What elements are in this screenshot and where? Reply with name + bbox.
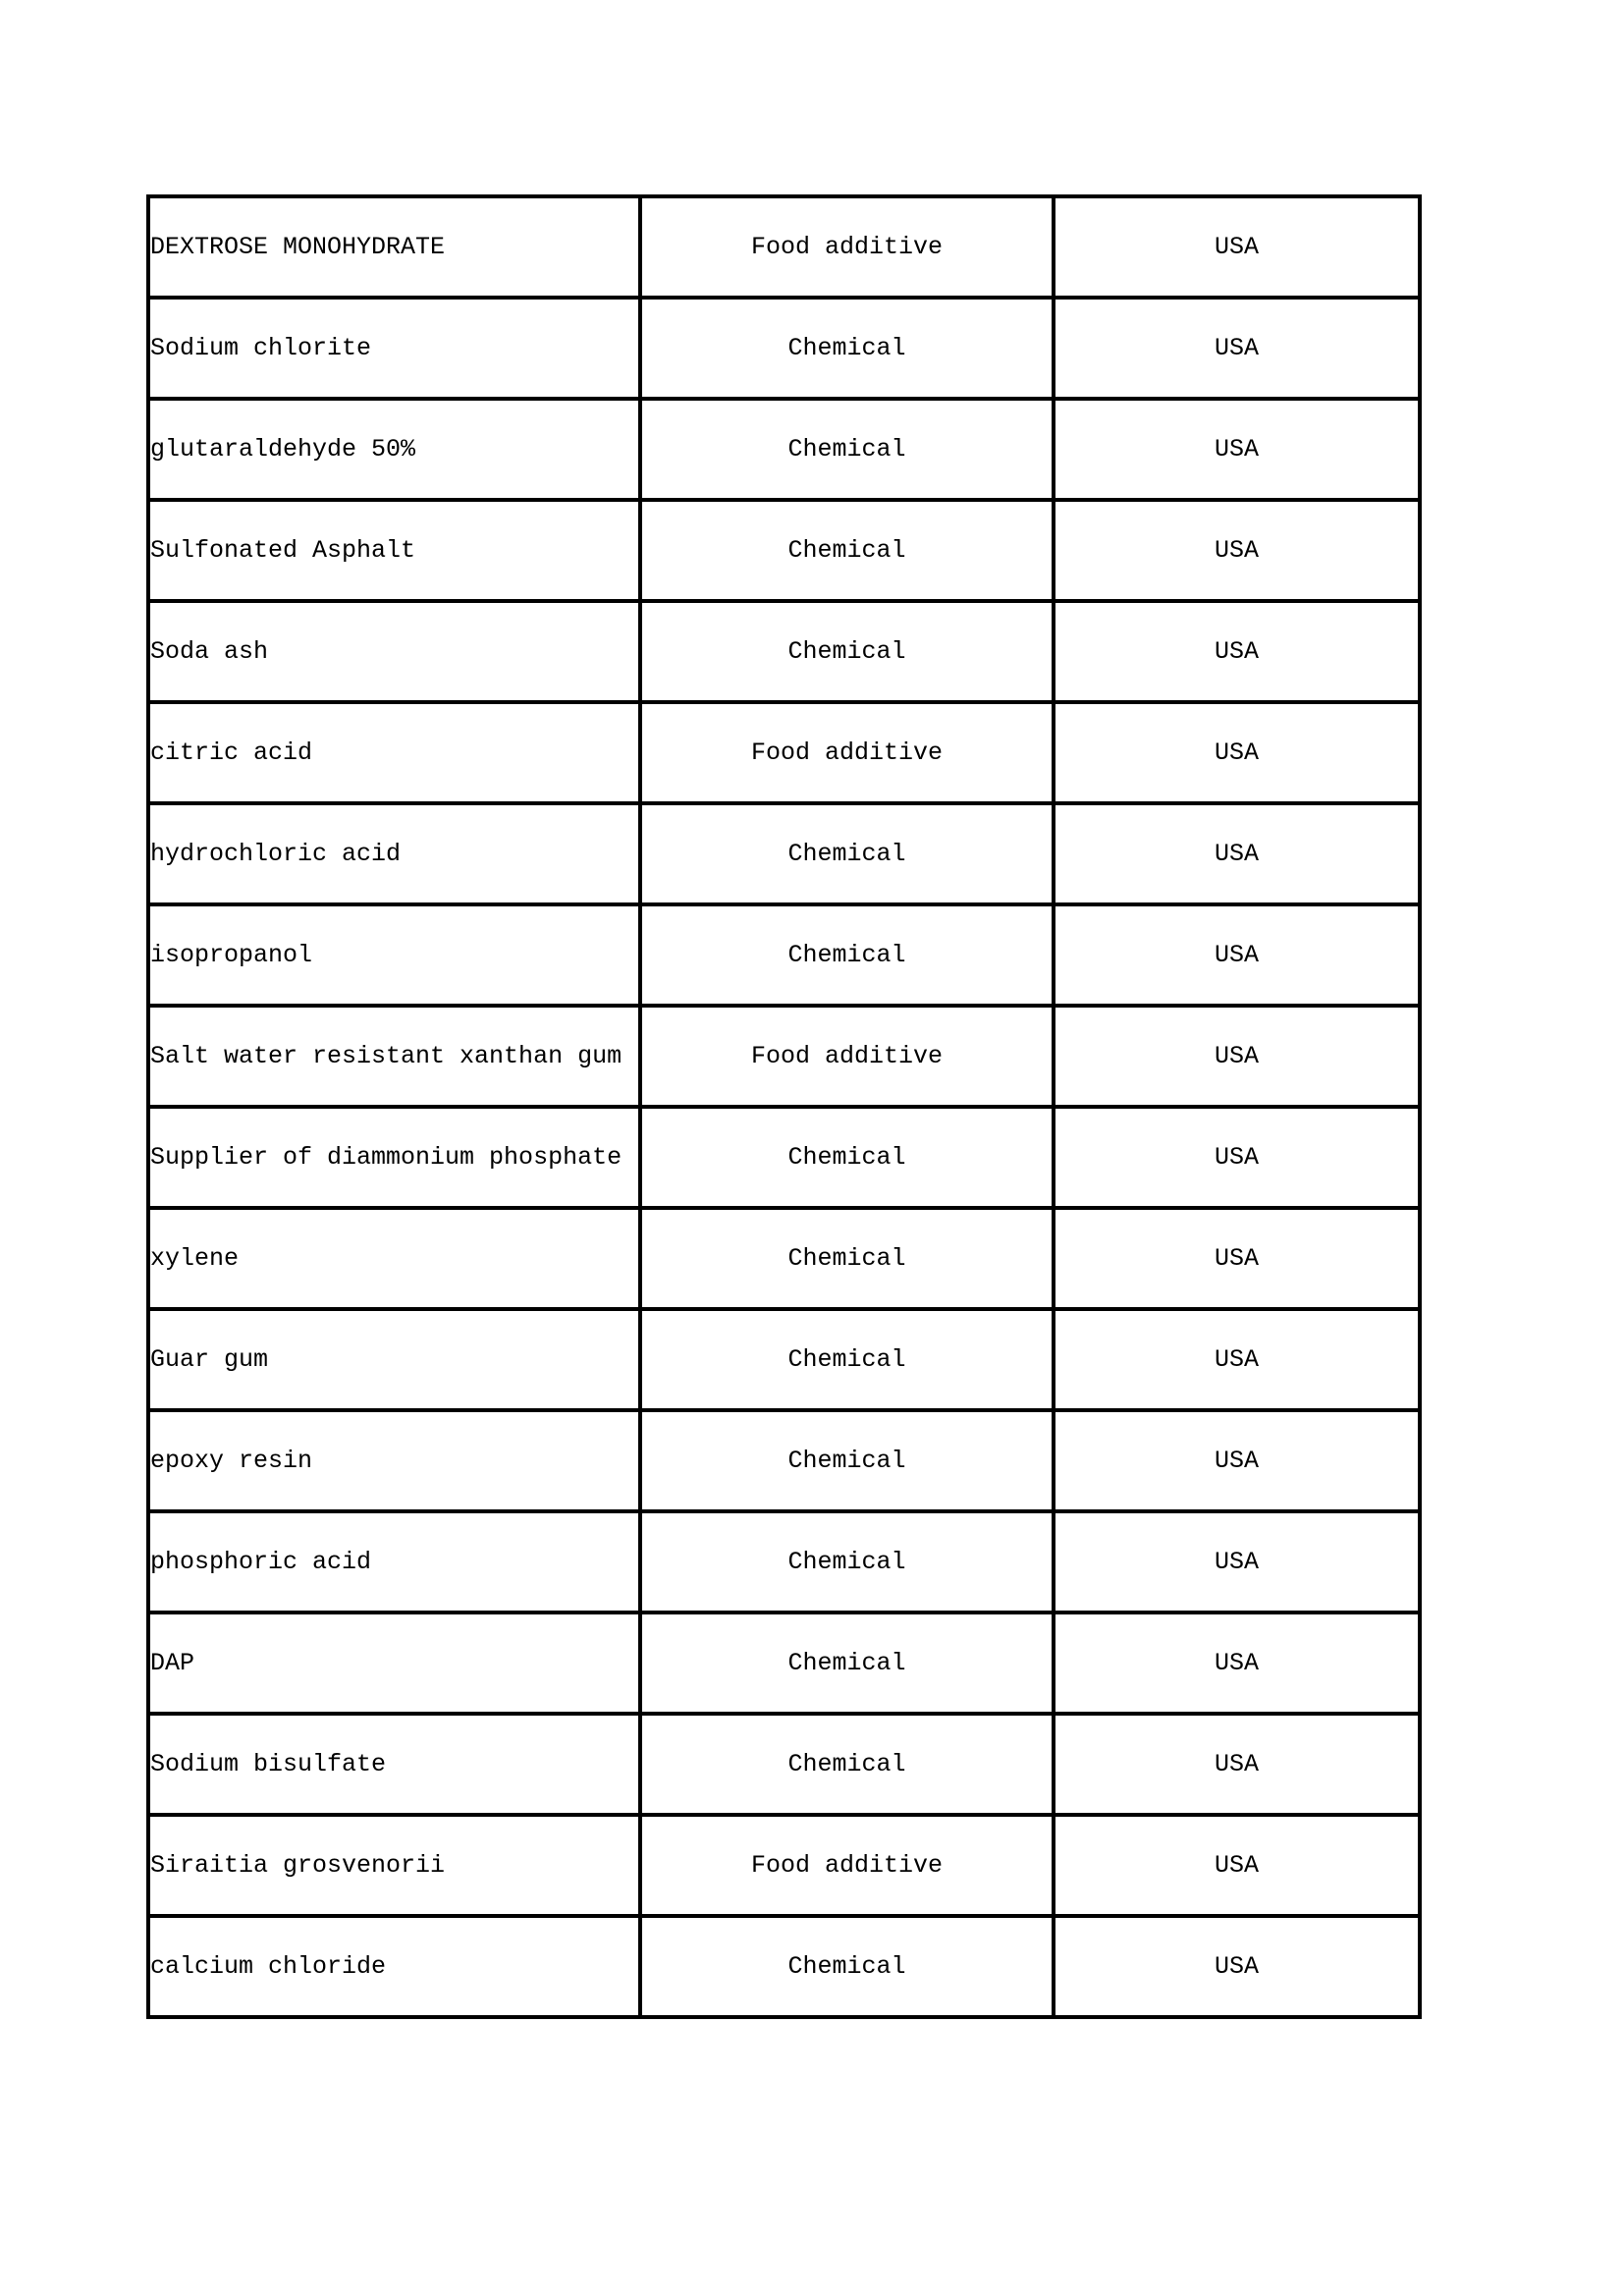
cell-product: Soda ash [146,599,642,704]
table-row: epoxy resin Chemical USA [146,1408,1422,1513]
cell-product: glutaraldehyde 50% [146,397,642,502]
cell-product: xylene [146,1206,642,1311]
cell-country: USA [1052,397,1422,502]
cell-country: USA [1052,801,1422,906]
cell-category: Food additive [638,700,1055,805]
cell-product: citric acid [146,700,642,805]
cell-country: USA [1052,296,1422,401]
cell-product: Sodium bisulfate [146,1712,642,1817]
cell-country: USA [1052,1712,1422,1817]
table-row: Salt water resistant xanthan gum Food ad… [146,1004,1422,1109]
cell-product: Sodium chlorite [146,296,642,401]
table-row: phosphoric acid Chemical USA [146,1509,1422,1614]
table-row: Soda ash Chemical USA [146,599,1422,704]
cell-country: USA [1052,1105,1422,1210]
cell-country: USA [1052,599,1422,704]
table-row: Siraitia grosvenorii Food additive USA [146,1813,1422,1918]
table-row: Sodium chlorite Chemical USA [146,296,1422,401]
cell-category: Chemical [638,1509,1055,1614]
cell-category: Chemical [638,902,1055,1008]
table-row: DAP Chemical USA [146,1611,1422,1716]
cell-country: USA [1052,1004,1422,1109]
table-row: citric acid Food additive USA [146,700,1422,805]
table-row: isopropanol Chemical USA [146,902,1422,1008]
cell-category: Chemical [638,1307,1055,1412]
cell-product: Sulfonated Asphalt [146,498,642,603]
cell-product: Guar gum [146,1307,642,1412]
cell-country: USA [1052,1813,1422,1918]
table-row: Sodium bisulfate Chemical USA [146,1712,1422,1817]
cell-product: phosphoric acid [146,1509,642,1614]
table-row: Supplier of diammonium phosphate Chemica… [146,1105,1422,1210]
cell-country: USA [1052,498,1422,603]
table-row: Guar gum Chemical USA [146,1307,1422,1412]
cell-category: Chemical [638,296,1055,401]
cell-product: DAP [146,1611,642,1716]
cell-category: Food additive [638,194,1055,300]
cell-category: Food additive [638,1004,1055,1109]
cell-product: Salt water resistant xanthan gum [146,1004,642,1109]
cell-category: Food additive [638,1813,1055,1918]
cell-product: DEXTROSE MONOHYDRATE [146,194,642,300]
cell-category: Chemical [638,1408,1055,1513]
cell-product: calcium chloride [146,1914,642,2019]
cell-country: USA [1052,1408,1422,1513]
cell-product: epoxy resin [146,1408,642,1513]
cell-product: hydrochloric acid [146,801,642,906]
cell-category: Chemical [638,1206,1055,1311]
table-row: DEXTROSE MONOHYDRATE Food additive USA [146,194,1422,300]
cell-country: USA [1052,1914,1422,2019]
cell-country: USA [1052,1206,1422,1311]
cell-category: Chemical [638,397,1055,502]
cell-category: Chemical [638,801,1055,906]
table-row: xylene Chemical USA [146,1206,1422,1311]
cell-category: Chemical [638,1105,1055,1210]
cell-country: USA [1052,1611,1422,1716]
cell-country: USA [1052,1509,1422,1614]
cell-country: USA [1052,902,1422,1008]
cell-category: Chemical [638,498,1055,603]
cell-product: isopropanol [146,902,642,1008]
cell-category: Chemical [638,1914,1055,2019]
cell-country: USA [1052,700,1422,805]
products-table: DEXTROSE MONOHYDRATE Food additive USA S… [146,194,1422,2019]
table-row: glutaraldehyde 50% Chemical USA [146,397,1422,502]
cell-country: USA [1052,1307,1422,1412]
cell-country: USA [1052,194,1422,300]
cell-category: Chemical [638,599,1055,704]
cell-product: Supplier of diammonium phosphate [146,1105,642,1210]
cell-category: Chemical [638,1712,1055,1817]
cell-category: Chemical [638,1611,1055,1716]
table-row: hydrochloric acid Chemical USA [146,801,1422,906]
table-row: Sulfonated Asphalt Chemical USA [146,498,1422,603]
cell-product: Siraitia grosvenorii [146,1813,642,1918]
table-row: calcium chloride Chemical USA [146,1914,1422,2019]
